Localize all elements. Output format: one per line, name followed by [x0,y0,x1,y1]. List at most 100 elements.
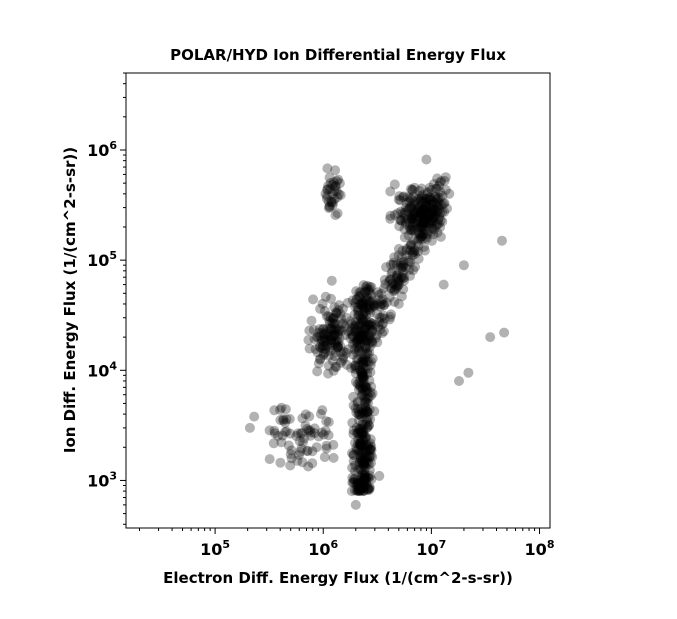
scatter-point [442,203,452,214]
scatter-point [417,222,428,233]
scatter-point [410,249,420,260]
scatter-point [360,282,371,292]
scatter-point [398,261,409,272]
scatter-point [355,373,366,384]
scatter-point [300,409,311,420]
scatter-point [393,250,404,261]
scatter-point [350,317,361,328]
scatter-point [433,197,444,208]
scatter-point [364,305,375,316]
scatter-point [413,234,424,244]
scatter-point [432,193,442,204]
scatter-point [426,184,437,195]
scatter-point [315,353,326,364]
scatter-point [328,439,339,450]
scatter-point [358,381,369,392]
scatter-point [422,217,433,228]
scatter-point [406,201,417,212]
scatter-point [398,259,408,270]
scatter-point [309,428,320,439]
scatter-point [362,443,373,454]
scatter-point [317,298,328,309]
scatter-point [357,408,368,419]
scatter-point [327,200,338,211]
scatter-point [364,319,375,330]
scatter-point [302,446,312,457]
scatter-point [366,474,377,485]
scatter-point [326,325,337,336]
scatter-point [327,317,338,327]
scatter-point [431,183,442,194]
scatter-point [285,460,296,471]
scatter-point [355,326,366,337]
scatter-point [349,485,360,496]
scatter-point [399,275,410,286]
scatter-point [305,425,316,436]
scatter-point [354,334,365,345]
scatter-point [352,398,363,409]
scatter-point [353,330,363,341]
scatter-point [294,436,305,447]
scatter-point [379,313,390,324]
scatter-point [398,191,409,202]
scatter-point [350,466,361,476]
scatter-point [357,454,368,465]
scatter-point [304,325,315,336]
scatter-point [358,476,369,487]
scatter-point [317,405,328,416]
scatter-point [360,386,371,397]
scatter-point [324,315,335,326]
scatter-point [354,406,365,417]
scatter-point [405,245,416,256]
scatter-point [393,276,404,287]
scatter-point [362,451,373,462]
scatter-point [379,283,389,294]
scatter-point [355,423,366,434]
scatter-point [332,192,343,203]
scatter-point [398,273,409,284]
scatter-point [458,260,469,271]
scatter-point [353,321,364,332]
scatter-point [331,324,342,335]
scatter-point [360,402,371,413]
scatter-point [414,204,425,215]
scatter-point [353,484,364,495]
scatter-point [406,213,417,224]
scatter-point [414,201,425,212]
scatter-point [357,390,368,401]
scatter-point [328,177,339,188]
scatter-point [357,299,368,310]
scatter-point [357,427,368,438]
scatter-point [362,393,373,404]
scatter-point [406,210,416,221]
scatter-point [432,199,443,210]
scatter-point [350,437,360,448]
scatter-point [424,211,435,222]
scatter-point [409,213,420,224]
scatter-point [364,320,374,331]
scatter-point [362,441,373,452]
scatter-point [351,442,362,453]
scatter-point [309,423,320,434]
scatter-point [431,202,442,212]
scatter-point [357,482,368,493]
scatter-point [362,356,372,367]
scatter-point [357,446,368,456]
scatter-point [405,193,415,204]
scatter-point [429,198,440,209]
scatter-point [350,297,361,308]
scatter-point [389,296,400,307]
scatter-point [350,376,361,387]
scatter-point [393,243,404,254]
x-tick-label: 108 [525,538,555,559]
scatter-point [359,472,370,483]
scatter-point [358,355,369,366]
scatter-point [407,185,418,196]
scatter-point [355,330,366,341]
scatter-point [356,289,367,300]
scatter-point [360,447,371,458]
scatter-point [291,431,302,441]
scatter-point [365,307,376,318]
scatter-point [363,392,374,403]
scatter-point [396,215,407,226]
